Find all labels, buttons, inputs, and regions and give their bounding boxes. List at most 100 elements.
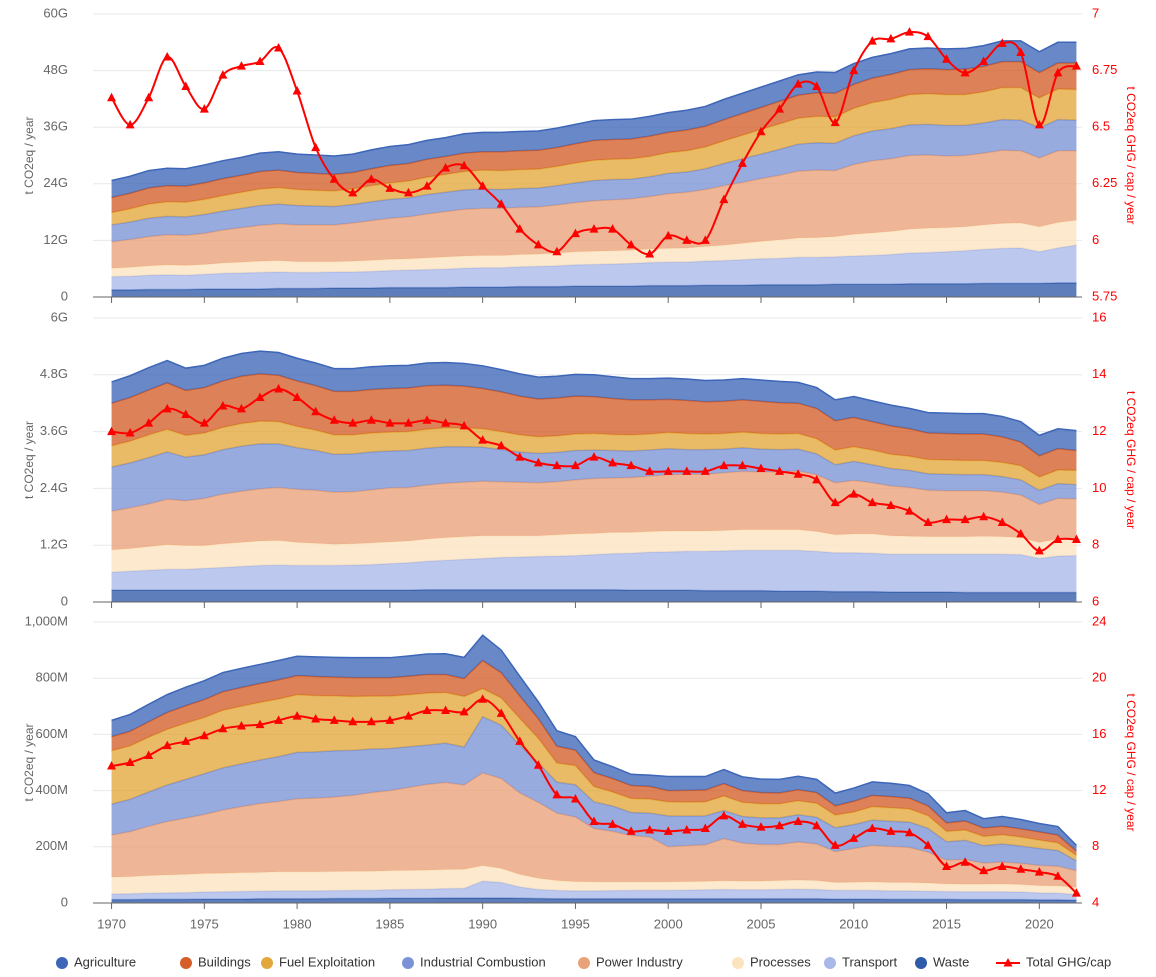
line-marker [663, 826, 673, 835]
x-tick-label: 2020 [1025, 916, 1054, 931]
legend-label: Transport [842, 954, 898, 969]
line-marker [478, 181, 488, 190]
line-marker [181, 81, 191, 90]
line-marker [144, 418, 154, 427]
y2-tick-label: 10 [1092, 480, 1106, 495]
line-marker [682, 824, 692, 834]
y2-axis-title: t CO2eq GHG / cap / year [1124, 693, 1138, 831]
line-marker [385, 183, 395, 192]
line-marker [366, 174, 376, 183]
y2-tick-label: 4 [1092, 894, 1099, 909]
y2-tick-label: 8 [1092, 537, 1099, 552]
area [111, 220, 1077, 277]
y-tick-label: 24G [43, 175, 68, 190]
y-tick-label: 3.6G [40, 423, 68, 438]
line-marker [756, 822, 766, 831]
area [111, 61, 1077, 213]
y-tick-label: 36G [43, 119, 68, 134]
line-marker [1053, 534, 1063, 544]
y-tick-label: 0 [61, 894, 68, 909]
line-marker [515, 736, 525, 745]
area [111, 865, 1077, 895]
line-marker [997, 38, 1007, 47]
line-marker [570, 794, 580, 803]
line-marker [904, 506, 914, 515]
area [111, 351, 1077, 456]
y2-tick-label: 14 [1092, 366, 1106, 381]
line-marker [1034, 867, 1044, 876]
line-marker [459, 706, 469, 716]
line-marker [830, 117, 840, 127]
line-marker [737, 819, 747, 828]
line-marker [385, 715, 395, 724]
x-tick-label: 1990 [468, 916, 497, 931]
y2-tick-label: 6.75 [1092, 62, 1117, 77]
line-marker [626, 826, 636, 835]
y2-tick-label: 6.25 [1092, 175, 1117, 190]
line-marker [422, 415, 432, 424]
line-marker [329, 715, 339, 724]
line-marker [366, 415, 376, 424]
legend-label: Fuel Exploitation [279, 954, 375, 969]
y-tick-label: 400M [35, 782, 68, 797]
line-marker [422, 181, 432, 190]
line-marker [793, 469, 803, 478]
line-marker [589, 816, 599, 826]
area [111, 589, 1077, 602]
y2-tick-label: 6.5 [1092, 119, 1110, 134]
legend-marker [261, 957, 273, 969]
line-marker [1053, 67, 1063, 77]
line-marker [756, 463, 766, 473]
legend-marker [915, 957, 927, 969]
area [111, 772, 1077, 888]
line-marker [942, 861, 952, 870]
line-marker [960, 857, 970, 866]
line-marker [107, 426, 117, 436]
line-marker [830, 497, 840, 507]
y-tick-label: 0 [61, 593, 68, 608]
line-marker [144, 92, 154, 102]
line-marker [793, 79, 803, 88]
line-marker [923, 840, 933, 849]
line-marker [812, 474, 822, 484]
line-marker [997, 861, 1007, 870]
line-marker [199, 418, 209, 427]
line-marker [441, 705, 451, 715]
y2-tick-label: 12 [1092, 782, 1106, 797]
line-marker [1034, 545, 1044, 555]
line-marker [867, 497, 877, 507]
line-marker [960, 67, 970, 77]
line-marker [218, 70, 228, 79]
line-marker [292, 711, 302, 720]
line-marker [719, 810, 729, 820]
line-marker [162, 403, 172, 413]
line-marker [348, 418, 358, 427]
line-marker [274, 715, 284, 724]
line-marker [737, 158, 747, 167]
x-tick-label: 2000 [654, 916, 683, 931]
line-marker [107, 761, 117, 770]
line-marker [886, 33, 896, 43]
line-marker [422, 705, 432, 715]
line-marker [1071, 534, 1081, 544]
line-marker [570, 460, 580, 470]
area [111, 40, 1077, 198]
line-marker [867, 823, 877, 833]
line-marker [218, 723, 228, 733]
area [111, 660, 1077, 856]
line-marker [478, 694, 488, 703]
line-marker [496, 199, 506, 208]
legend-label: Total GHG/cap [1026, 954, 1111, 969]
y2-tick-label: 6 [1092, 593, 1099, 608]
legend-label: Processes [750, 954, 811, 969]
line-marker [311, 406, 321, 416]
area-edge [111, 634, 1077, 846]
line-marker [292, 392, 302, 402]
line-marker [775, 466, 785, 475]
line-marker [125, 757, 135, 766]
y2-axis-title: t CO2eq GHG / cap / year [1124, 391, 1138, 529]
legend-marker [402, 957, 414, 969]
line-marker [348, 187, 358, 197]
line-marker [663, 230, 673, 240]
line-marker [979, 56, 989, 66]
